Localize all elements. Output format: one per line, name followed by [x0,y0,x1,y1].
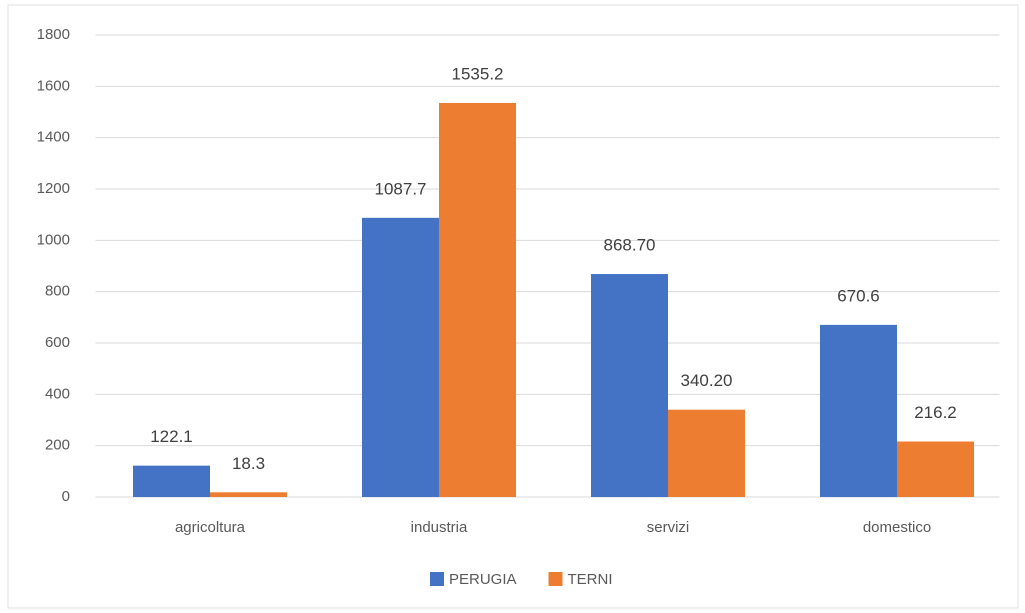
x-tick-label: servizi [647,519,690,536]
x-tick-label: domestico [863,519,931,536]
data-label: 670.6 [837,286,880,305]
data-label: 1535.2 [452,64,504,83]
legend-label: PERUGIA [449,571,517,588]
legend-label: TERNI [568,571,613,588]
data-label: 868.70 [604,236,656,255]
y-tick-label: 600 [45,334,70,351]
y-tick-label: 400 [45,385,70,402]
legend-swatch [548,572,563,586]
bar [668,409,745,497]
y-tick-label: 1800 [37,26,70,43]
legend-swatch [430,572,444,586]
bar [210,492,287,497]
bar [591,274,668,497]
bar [820,324,897,497]
data-label: 216.2 [914,403,957,422]
x-tick-label: agricoltura [175,519,246,536]
bar [362,217,439,497]
data-label: 340.20 [681,371,733,390]
y-tick-label: 1600 [37,77,70,94]
y-tick-label: 1200 [37,180,70,197]
y-tick-label: 800 [45,283,70,300]
x-tick-label: industria [411,519,468,536]
bar [133,465,210,497]
y-tick-label: 0 [62,488,70,505]
y-tick-label: 1400 [37,129,70,146]
y-tick-label: 1000 [37,231,70,248]
bar [897,441,974,497]
data-label: 122.1 [150,427,193,446]
y-tick-label: 200 [45,437,70,454]
data-label: 1087.7 [375,179,427,198]
data-label: 18.3 [232,454,265,473]
bar [439,102,516,497]
